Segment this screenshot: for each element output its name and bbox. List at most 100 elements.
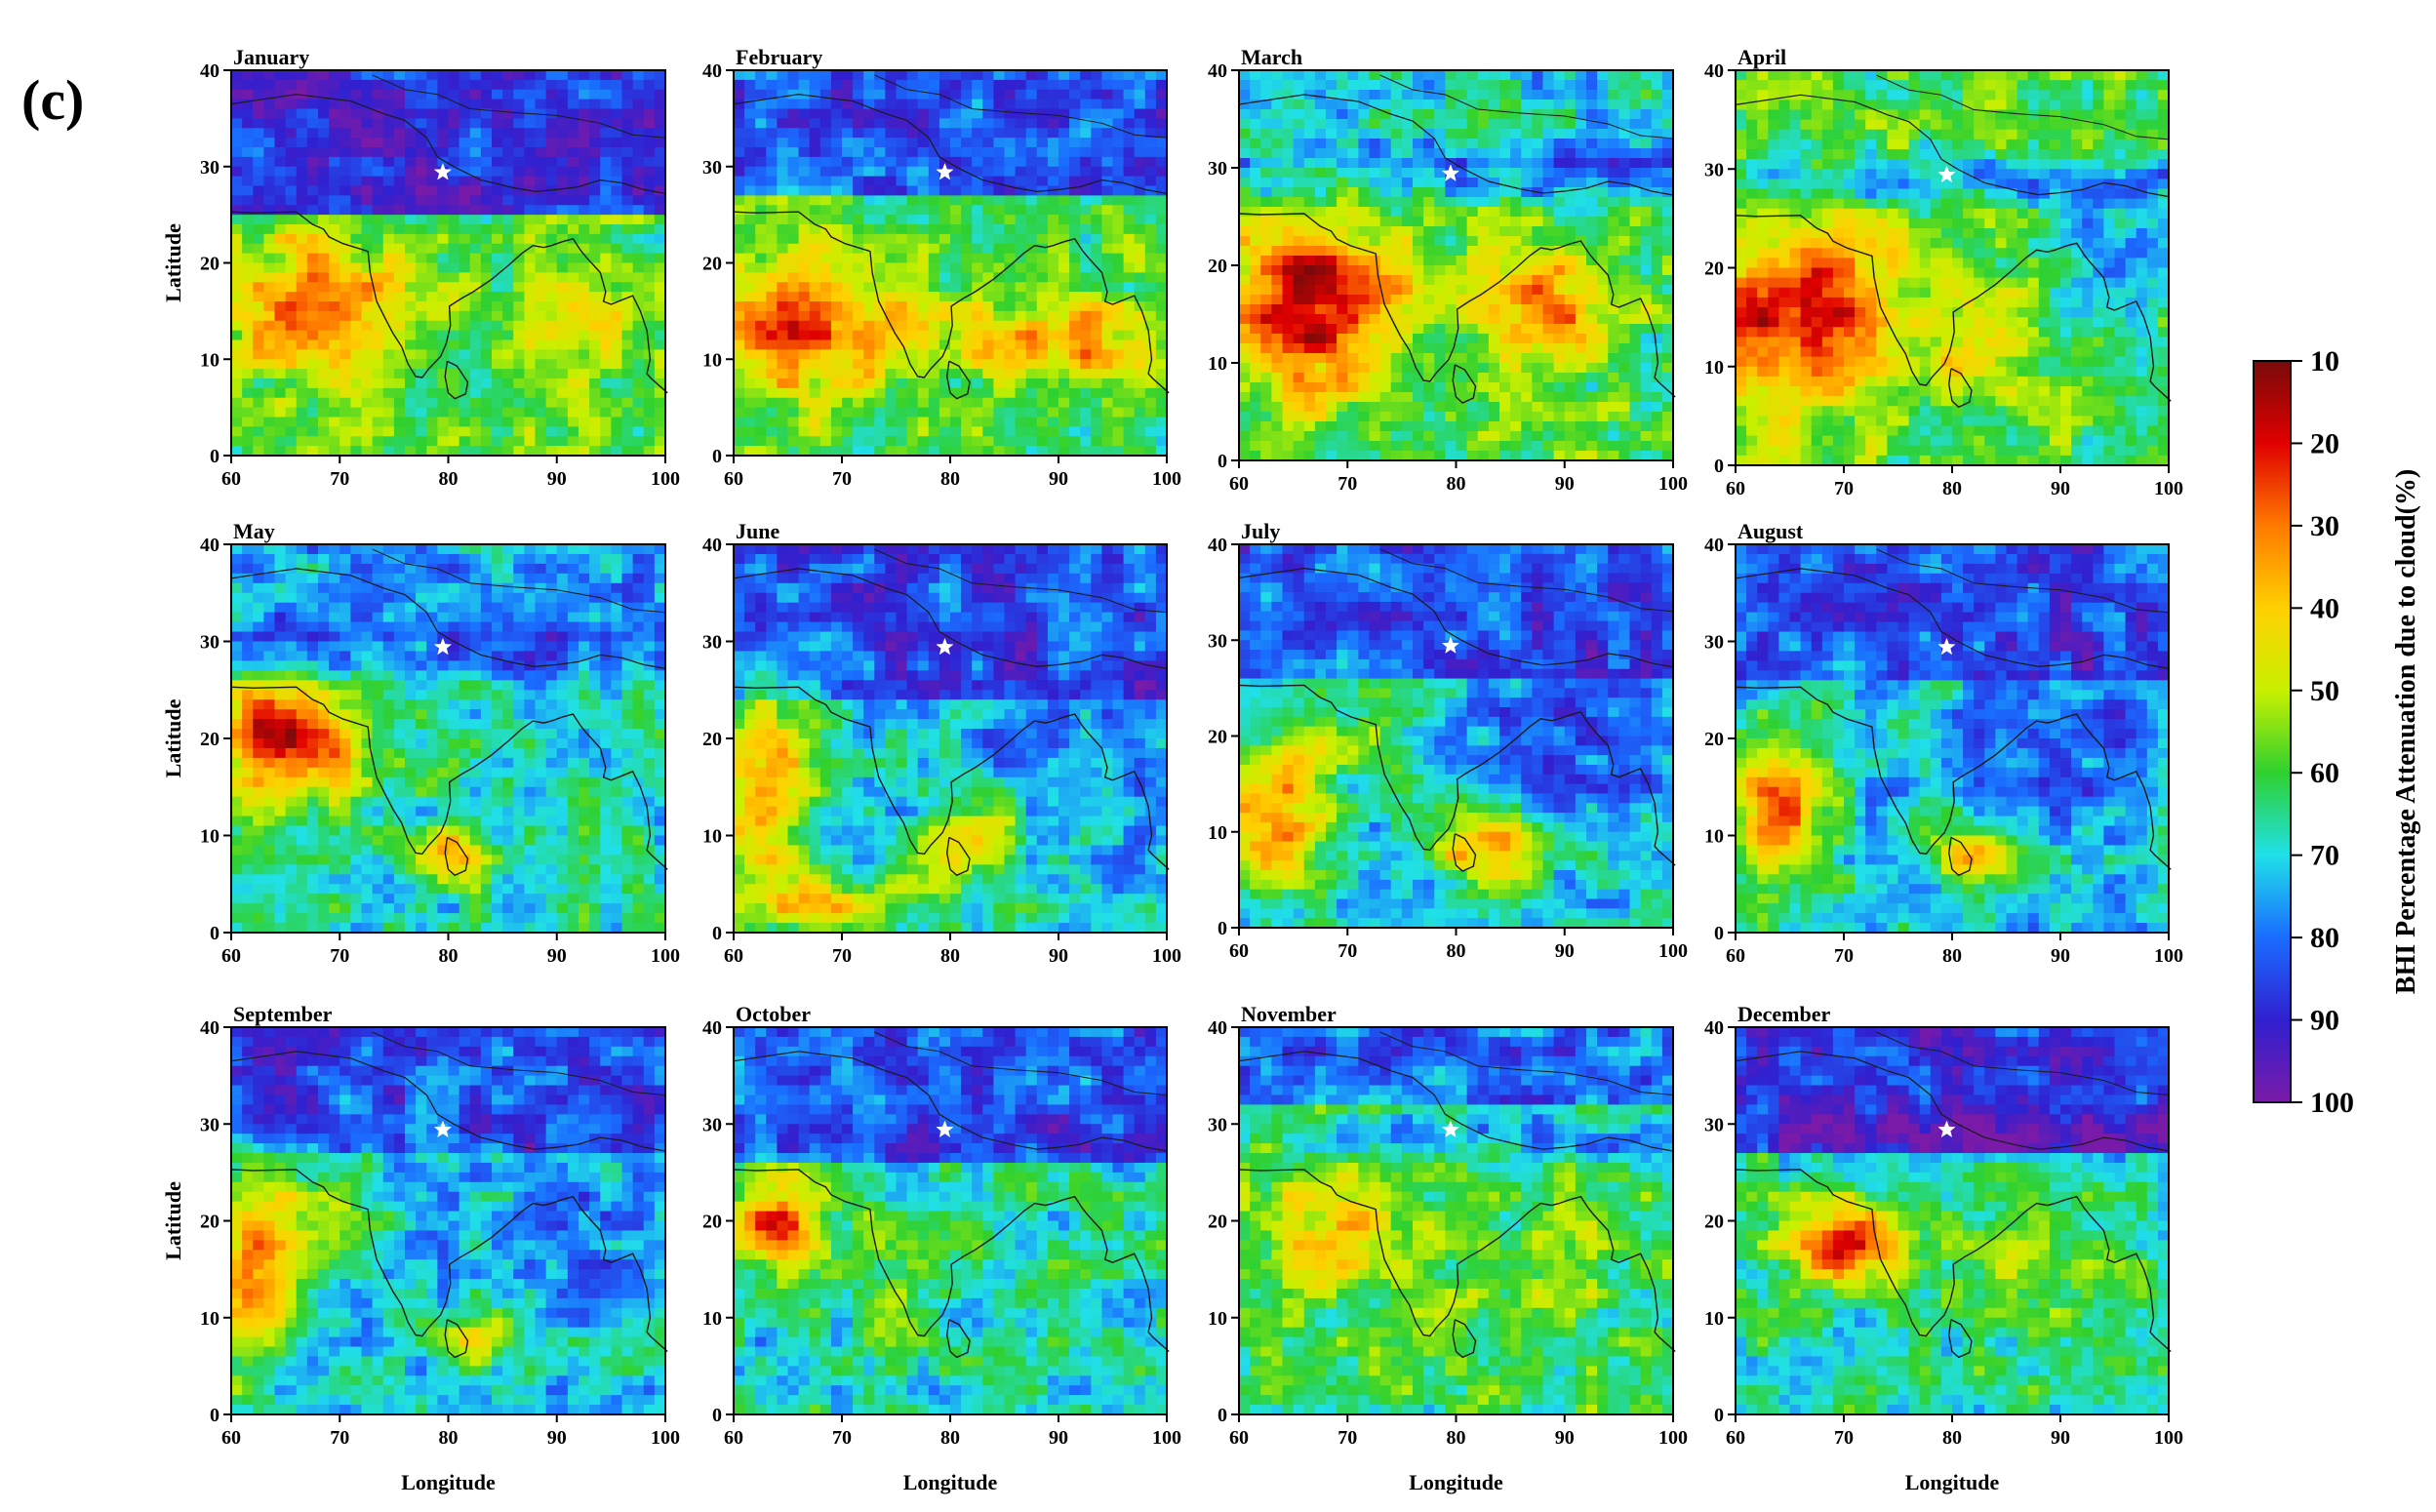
y-tick-label: 30 — [200, 632, 220, 654]
y-tick-label: 0 — [1218, 1405, 1227, 1426]
x-axis-label: Longitude — [903, 1470, 998, 1494]
coastline — [733, 1169, 1170, 1353]
x-tick-label: 80 — [1447, 473, 1466, 495]
coastline — [733, 686, 1170, 870]
x-tick-label: 80 — [1447, 940, 1466, 962]
colorbar-ticks: 10 20 30 40 50 60 70 80 90 100 — [2291, 345, 2354, 1119]
border-line — [1238, 94, 1674, 196]
x-tick-label: 70 — [330, 1427, 349, 1449]
attenuation-grid — [1239, 1027, 1674, 1415]
x-tick-label: 70 — [1338, 1427, 1357, 1449]
colorbar-tick-label: 40 — [2310, 592, 2339, 624]
coastline — [1238, 213, 1676, 398]
y-tick-label: 20 — [702, 254, 722, 275]
station-star-icon — [1441, 164, 1460, 181]
border-line — [1735, 1051, 2170, 1152]
border-line — [1735, 94, 2170, 198]
sri-lanka-outline — [1452, 1319, 1477, 1359]
border-line — [1379, 1031, 1674, 1095]
map-panel-august: 60 70 80 90 100 0 10 20 30 40 August — [1704, 519, 2183, 967]
coastline — [1735, 686, 2172, 870]
y-tick-label: 0 — [210, 1405, 220, 1426]
station-star-icon — [936, 1120, 954, 1138]
map-panel-june: 60 70 80 90 100 0 10 20 30 40 June — [702, 519, 1181, 967]
y-tick-label: 10 — [200, 349, 220, 371]
x-tick-label: 100 — [1152, 945, 1181, 967]
colorbar-tick-label: 30 — [2310, 510, 2339, 542]
y-tick-label: 20 — [1704, 729, 1724, 750]
y-tick-label: 0 — [210, 446, 220, 467]
y-tick-label: 20 — [702, 1212, 722, 1233]
x-axis-label: Longitude — [1905, 1470, 2000, 1494]
colorbar-bar — [2253, 360, 2292, 1103]
sri-lanka-outline — [1947, 1319, 1973, 1359]
y-tick-label: 30 — [1208, 630, 1227, 652]
x-tick-label: 90 — [2051, 1427, 2070, 1449]
map-panel-march: 60 70 80 90 100 0 10 20 30 40 March — [1208, 45, 1688, 495]
x-tick-label: 60 — [221, 468, 241, 490]
x-tick-label: 90 — [1555, 1427, 1575, 1449]
y-tick-label: 40 — [702, 535, 722, 556]
x-tick-label: 60 — [221, 1427, 241, 1449]
y-tick-label: 30 — [702, 632, 722, 654]
x-tick-label: 100 — [2154, 1427, 2183, 1449]
attenuation-grid — [734, 1027, 1168, 1415]
y-tick-label: 10 — [1208, 353, 1227, 375]
panel-title: January — [233, 45, 309, 69]
panel-title: September — [233, 1002, 333, 1026]
x-tick-label: 80 — [1942, 945, 1962, 967]
x-tick-label: 70 — [832, 945, 852, 967]
x-tick-label: 60 — [1229, 1427, 1249, 1449]
x-tick-label: 60 — [221, 945, 241, 967]
y-tick-label: 40 — [1208, 1017, 1227, 1039]
y-tick-label: 20 — [200, 254, 220, 275]
border-line — [1876, 1031, 2170, 1095]
y-tick-label: 40 — [200, 1017, 220, 1039]
y-tick-label: 0 — [1714, 456, 1724, 477]
map-panel-may: 60 70 80 90 100 0 10 20 30 40 May Latitude — [161, 519, 680, 967]
y-tick-label: 40 — [1208, 535, 1227, 556]
x-tick-label: 70 — [330, 945, 349, 967]
attenuation-grid — [1736, 544, 2170, 934]
attenuation-grid — [1736, 1027, 2170, 1415]
y-tick-label: 10 — [1208, 822, 1227, 844]
x-tick-label: 60 — [1229, 473, 1249, 495]
sri-lanka-outline — [444, 1319, 469, 1359]
x-tick-label: 70 — [832, 468, 852, 490]
y-tick-label: 10 — [200, 1308, 220, 1330]
sri-lanka-outline — [1452, 364, 1477, 404]
y-tick-label: 30 — [1704, 159, 1724, 180]
x-tick-label: 100 — [1658, 940, 1688, 962]
x-tick-label: 90 — [547, 1427, 567, 1449]
border-line — [230, 1051, 666, 1152]
x-tick-label: 70 — [330, 468, 349, 490]
x-tick-label: 100 — [651, 945, 680, 967]
colorbar: 10 20 30 40 50 60 70 80 90 100 BHI Percentage Att… — [2253, 345, 2421, 1119]
station-star-icon — [1441, 1120, 1460, 1138]
x-tick-label: 80 — [439, 945, 459, 967]
x-tick-label: 90 — [2051, 945, 2070, 967]
border-line — [372, 74, 666, 139]
x-tick-label: 80 — [1942, 1427, 1962, 1449]
map-panel-july: 60 70 80 90 100 0 10 20 30 40 July — [1208, 519, 1688, 962]
x-tick-label: 80 — [940, 945, 960, 967]
coastline — [1735, 1169, 2172, 1353]
x-tick-label: 70 — [1338, 473, 1357, 495]
sri-lanka-outline — [945, 836, 971, 877]
border-line — [733, 568, 1168, 669]
attenuation-grid — [231, 544, 666, 934]
y-tick-label: 20 — [200, 1212, 220, 1233]
border-line — [1876, 74, 2170, 140]
panel-title: August — [1737, 519, 1804, 543]
y-tick-label: 30 — [200, 1114, 220, 1135]
attenuation-grid — [734, 70, 1168, 457]
y-tick-label: 0 — [1218, 451, 1227, 472]
y-tick-label: 40 — [200, 535, 220, 556]
sri-lanka-outline — [444, 360, 469, 400]
y-tick-label: 40 — [1704, 60, 1724, 82]
y-tick-label: 30 — [1208, 158, 1227, 179]
station-star-icon — [1441, 636, 1460, 654]
colorbar-tick-label: 10 — [2310, 345, 2339, 378]
coastline — [230, 1169, 668, 1353]
map-panel-september: 60 70 80 90 100 0 10 20 30 40 September Latitude Lon… — [161, 1002, 680, 1494]
